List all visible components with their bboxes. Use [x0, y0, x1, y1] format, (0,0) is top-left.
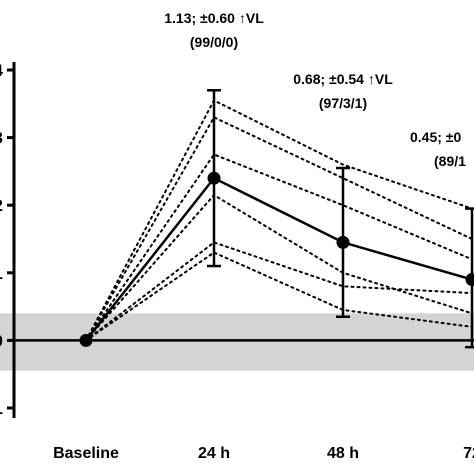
individual-line	[85, 99, 473, 342]
mean-line	[85, 176, 473, 342]
individual-line	[85, 193, 473, 342]
y-tick-label: 2	[0, 196, 3, 215]
annotation-line2: (97/3/1)	[319, 95, 367, 111]
annotation-line1: 0.68; ±0.54 ↑VL	[293, 71, 393, 87]
y-tick-label: 4	[0, 61, 4, 80]
annotation-line2: (99/0/0)	[190, 34, 238, 50]
y-tick-label: 0	[0, 331, 3, 350]
individual-line	[85, 153, 473, 342]
x-tick-label: Baseline	[53, 445, 119, 462]
mean-point	[207, 171, 221, 185]
x-tick-label: 48 h	[327, 445, 359, 462]
x-tick-label: 72	[463, 445, 474, 462]
annotation-line1: 1.13; ±0.60 ↑VL	[164, 10, 264, 26]
annotations: 1.13; ±0.60 ↑VL (99/0/0) 0.68; ±0.54 ↑VL (9…	[164, 10, 466, 169]
x-ticks: Baseline 24 h 48 h 72	[53, 445, 474, 462]
mean-point	[336, 235, 350, 249]
y-ticks: 4 3 2 1 0 -1	[0, 61, 14, 418]
mean-point	[465, 273, 474, 287]
mean-points	[79, 171, 474, 347]
annotation-line1: 0.45; ±0	[410, 129, 461, 145]
individual-line	[85, 116, 473, 342]
y-tick-label: 1	[0, 264, 3, 283]
mean-point	[79, 333, 93, 347]
reference-band	[0, 313, 474, 371]
annotation-line2: (89/1	[434, 153, 466, 169]
individual-line	[85, 251, 473, 342]
x-tick-label: 24 h	[198, 445, 230, 462]
y-tick-label: -1	[0, 399, 3, 418]
y-tick-label: 3	[0, 129, 3, 148]
individual-line	[85, 241, 473, 342]
individual-lines	[85, 99, 473, 342]
